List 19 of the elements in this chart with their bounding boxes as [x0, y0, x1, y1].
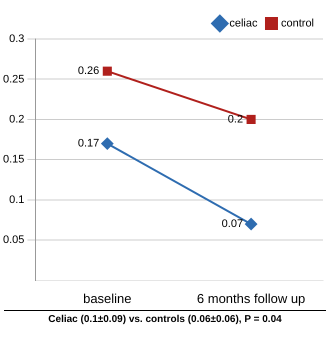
- legend-label: control: [280, 18, 314, 30]
- data-label: 0.2: [228, 114, 244, 126]
- data-label: 0.17: [78, 138, 100, 150]
- y-tick-label: 0.05: [2, 234, 24, 246]
- point: [101, 138, 114, 150]
- data-label: 0.26: [78, 65, 100, 78]
- x-tick-label: baseline: [83, 290, 132, 306]
- point: [246, 114, 256, 124]
- data-label: 0.07: [222, 218, 244, 230]
- y-tick-label: 0.15: [2, 154, 24, 166]
- y-tick-label: 0.1: [9, 194, 24, 206]
- point: [102, 66, 112, 76]
- legend-label: celiac: [229, 18, 258, 30]
- y-tick-label: 0.3: [9, 33, 24, 46]
- text: Celiac (0.1±0.09) vs. controls (0.06±0.06), P = 0.04: [4, 310, 326, 325]
- point: [245, 218, 258, 230]
- y-tick-label: 0.25: [2, 73, 24, 86]
- y-tick-label: 0.2: [9, 114, 24, 126]
- x-tick-label: 6 months follow up: [196, 290, 306, 306]
